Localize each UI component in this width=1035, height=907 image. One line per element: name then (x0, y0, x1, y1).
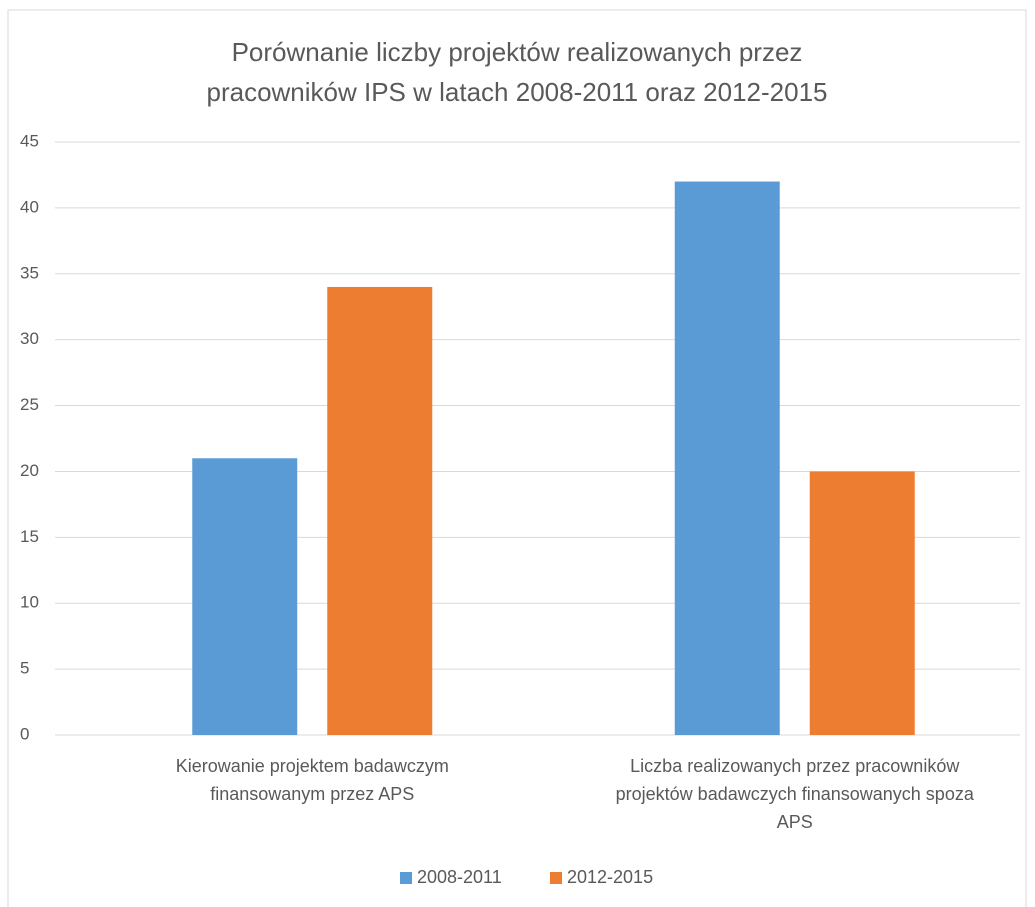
y-tick-label: 45 (20, 131, 39, 150)
y-tick-label: 5 (20, 659, 29, 678)
chart-title: Porównanie liczby projektów realizowanyc… (206, 37, 828, 107)
y-tick-label: 0 (20, 724, 29, 743)
bar (327, 286, 433, 735)
bar (192, 458, 298, 735)
legend-label: 2008-2011 (417, 867, 502, 887)
legend-swatch (550, 872, 562, 884)
y-tick-label: 20 (20, 461, 39, 480)
y-tick-label: 35 (20, 263, 39, 282)
y-tick-label: 40 (20, 197, 39, 216)
chart-border (7, 9, 1027, 907)
legend-swatch (400, 872, 412, 884)
y-tick-label: 30 (20, 329, 39, 348)
x-tick-label: Kierowanie projektem badawczym finansowa… (175, 756, 449, 804)
legend-label: 2012-2015 (567, 867, 653, 887)
x-tick-label: Liczba realizowanych przez pracowników p… (615, 756, 974, 832)
y-tick-label: 15 (20, 527, 39, 546)
y-tick-label: 25 (20, 395, 39, 414)
bar (809, 471, 915, 735)
bar (674, 181, 780, 736)
y-tick-label: 10 (20, 593, 39, 612)
